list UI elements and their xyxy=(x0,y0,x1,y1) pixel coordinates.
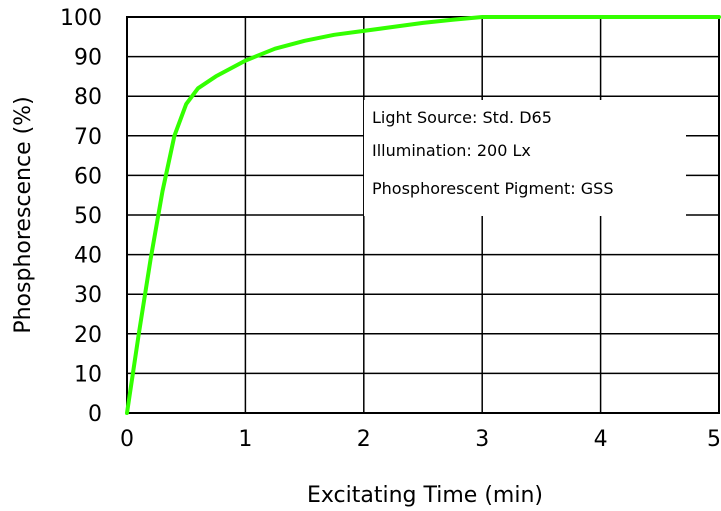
y-tick-label-70: 70 xyxy=(74,125,102,150)
x-tick-label-4: 4 xyxy=(594,427,608,452)
x-axis-label: Excitating Time (min) xyxy=(307,483,543,508)
y-tick-label-0: 0 xyxy=(88,402,102,427)
y-tick-label-10: 10 xyxy=(74,362,102,387)
annotation-light-source: Light Source: Std. D65 xyxy=(372,108,552,127)
x-tick-label-2: 2 xyxy=(357,427,371,452)
series-line-phosphorescence xyxy=(125,15,721,415)
y-tick-label-30: 30 xyxy=(74,283,102,308)
annotation-box: Light Source: Std. D65 Illumination: 200… xyxy=(364,100,686,216)
x-tick-label-1: 1 xyxy=(238,427,252,452)
x-tick-label-0: 0 xyxy=(120,427,134,452)
y-axis-label: Phosphorescence (%) xyxy=(11,96,36,333)
y-tick-label-100: 100 xyxy=(60,6,102,31)
annotation-pigment: Phosphorescent Pigment: GSS xyxy=(372,179,613,198)
y-tick-label-60: 60 xyxy=(74,164,102,189)
y-tick-label-20: 20 xyxy=(74,323,102,348)
x-tick-label-3: 3 xyxy=(475,427,489,452)
x-tick-label-5: 5 xyxy=(707,427,721,452)
plot-frame xyxy=(126,16,720,414)
y-tick-label-40: 40 xyxy=(74,244,102,269)
y-tick-labels: 0 10 20 30 40 50 60 70 80 90 100 xyxy=(60,6,102,427)
y-tick-label-50: 50 xyxy=(74,204,102,229)
x-tick-labels: 0 1 2 3 4 5 xyxy=(120,427,721,452)
y-tick-label-90: 90 xyxy=(74,46,102,71)
annotation-illumination: Illumination: 200 Lx xyxy=(372,141,531,160)
y-tick-label-80: 80 xyxy=(74,85,102,110)
